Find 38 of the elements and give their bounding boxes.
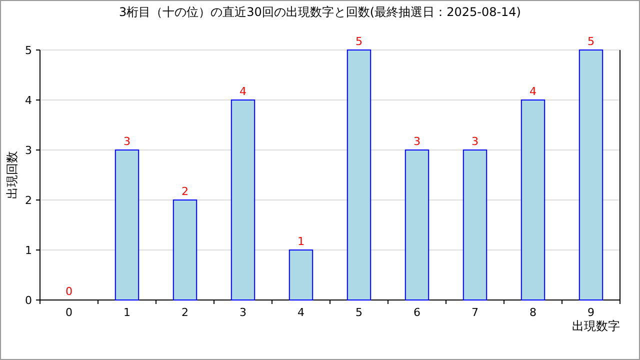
x-tick-label: 3 [240,306,246,319]
data-label: 3 [472,135,478,148]
data-label: 2 [182,185,188,198]
y-tick-label: 3 [25,144,32,157]
data-label: 3 [124,135,130,148]
x-tick-label: 2 [182,306,188,319]
x-tick-label: 5 [356,306,362,319]
x-axis-title: 出現数字 [572,319,620,333]
bar [520,100,546,300]
bar [462,150,488,300]
bar [230,100,256,300]
data-label: 5 [356,35,362,48]
data-label: 1 [298,235,304,248]
y-tick-label: 2 [25,194,32,207]
bar [578,50,604,300]
x-tick-label: 6 [414,306,420,319]
bar [114,150,140,300]
data-label: 5 [588,35,594,48]
y-tick-label: 0 [25,294,32,307]
x-tick-label: 9 [588,306,594,319]
data-label: 0 [66,285,72,298]
bar [404,150,430,300]
x-tick-label: 4 [298,306,304,319]
x-tick-label: 1 [124,306,130,319]
x-tick-label: 7 [472,306,478,319]
y-axis-title: 出現回数 [5,151,19,199]
x-tick-label: 0 [66,306,72,319]
data-label: 4 [240,85,246,98]
bar [346,50,372,300]
data-label: 3 [414,135,420,148]
chart-title: 3桁目（十の位）の直近30回の出現数字と回数(最終抽選日：2025-08-14) [118,5,522,19]
data-label: 4 [530,85,536,98]
x-tick-label: 8 [530,306,536,319]
y-tick-label: 1 [25,244,32,257]
bar [288,250,314,300]
y-tick-label: 5 [25,44,32,57]
y-tick-label: 4 [25,94,32,107]
bar [172,200,198,300]
